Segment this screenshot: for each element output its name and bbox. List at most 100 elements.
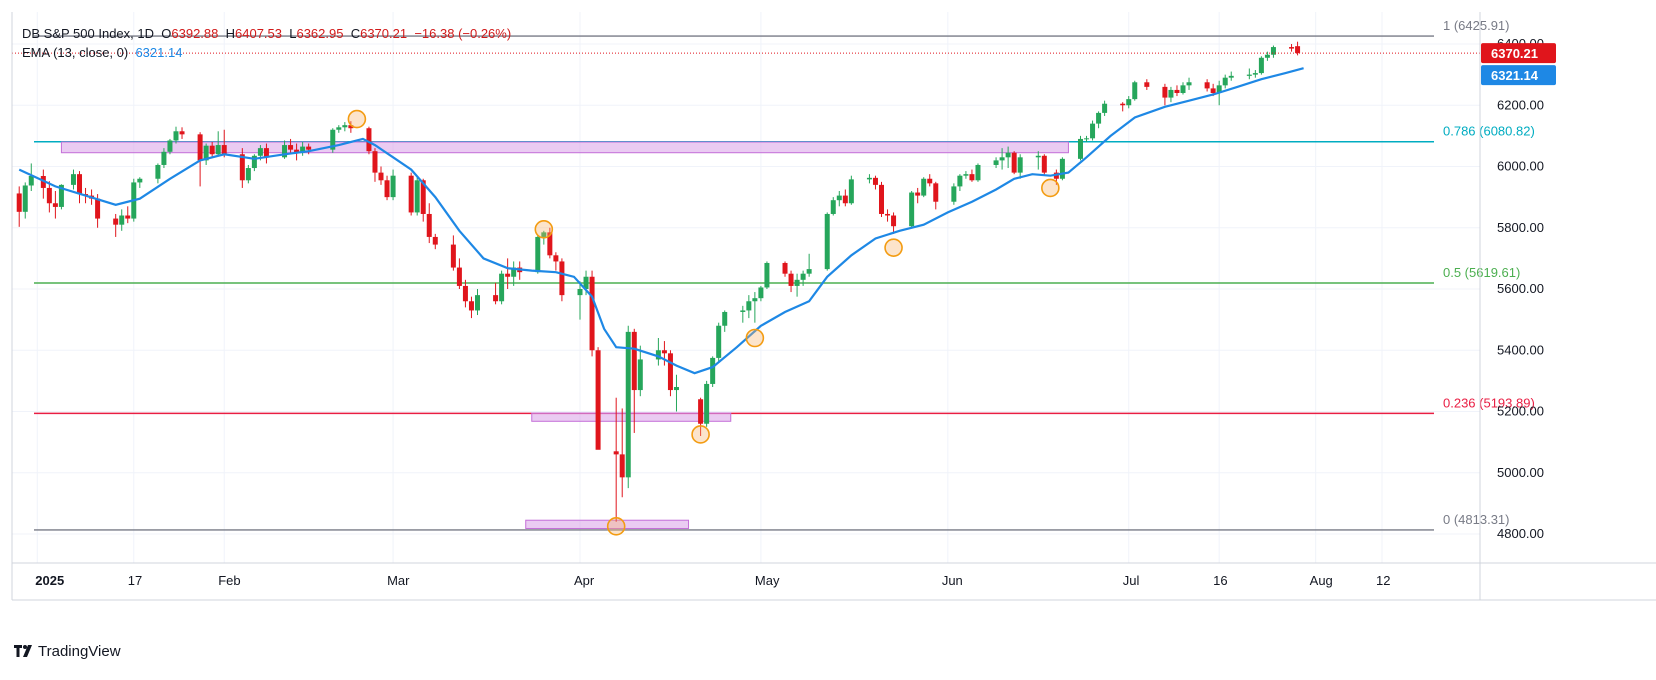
candle-body[interactable] [746,301,752,311]
candle-body[interactable] [957,175,963,187]
candle-body[interactable] [541,232,547,237]
candle-body[interactable] [505,273,511,277]
candle-body[interactable] [215,145,221,155]
candle-body[interactable] [499,273,505,302]
candle-body[interactable] [167,140,173,152]
candle-body[interactable] [589,276,595,351]
candle-body[interactable] [800,273,806,280]
candle-body[interactable] [348,125,354,129]
candle-body[interactable] [1005,152,1011,158]
candle-body[interactable] [257,148,263,156]
candle-body[interactable] [155,164,161,179]
candle-body[interactable] [1186,82,1192,86]
candle-body[interactable] [372,151,378,173]
candle-body[interactable] [891,215,897,227]
candle-body[interactable] [866,177,872,180]
candle-body[interactable] [909,192,915,227]
candle-body[interactable] [722,311,728,326]
candle-body[interactable] [710,357,716,384]
candle-body[interactable] [1011,152,1017,173]
candle-body[interactable] [77,174,83,195]
swing-marker[interactable] [691,425,710,444]
candle-body[interactable] [667,353,673,391]
candle-body[interactable] [1204,82,1210,89]
candle-body[interactable] [547,232,553,256]
candle-body[interactable] [824,213,830,270]
ema-label[interactable]: EMA (13, close, 0) [22,45,129,60]
candle-body[interactable] [975,164,981,181]
candle-body[interactable] [619,454,625,478]
candle-body[interactable] [1228,75,1234,78]
candle-body[interactable] [740,310,746,312]
support-zone[interactable] [531,412,732,422]
candle-body[interactable] [1041,155,1047,173]
candle-body[interactable] [1258,57,1264,74]
candle-body[interactable] [125,215,131,219]
candle-body[interactable] [95,198,101,219]
candle-body[interactable] [474,295,480,311]
candle-body[interactable] [698,399,704,424]
candle-body[interactable] [336,127,342,130]
candle-body[interactable] [1289,47,1295,49]
candle-body[interactable] [625,331,631,478]
candle-body[interactable] [963,174,969,176]
candle-body[interactable] [113,218,119,225]
swing-marker[interactable] [884,238,903,257]
candle-body[interactable] [251,155,257,169]
candle-body[interactable] [559,261,565,296]
candle-body[interactable] [203,145,209,161]
swing-marker[interactable] [1041,178,1060,198]
candle-body[interactable] [553,255,559,262]
candle-body[interactable] [764,262,770,288]
candle-body[interactable] [842,195,848,204]
candle-body[interactable] [885,213,891,216]
candle-body[interactable] [330,129,336,150]
candle-body[interactable] [969,174,975,181]
candle-body[interactable] [52,203,58,207]
candle-body[interactable] [999,157,1005,161]
candle-body[interactable] [951,186,957,202]
symbol-label[interactable]: DB S&P 500 Index, 1D [22,26,155,41]
candle-body[interactable] [306,146,312,150]
candle-body[interactable] [794,279,800,286]
candle-body[interactable] [221,145,227,155]
candle-body[interactable] [70,174,76,185]
candle-body[interactable] [300,146,306,153]
candle-body[interactable] [915,192,921,196]
candle-body[interactable] [179,131,185,135]
candle-body[interactable] [263,148,269,158]
candle-body[interactable] [22,185,28,212]
candle-body[interactable] [1077,138,1083,159]
candle-body[interactable] [426,213,432,237]
candle-body[interactable] [595,350,601,450]
candle-body[interactable] [577,289,583,296]
candle-body[interactable] [245,168,251,181]
candle-body[interactable] [209,145,215,155]
candle-body[interactable] [927,178,933,184]
candle-body[interactable] [1035,155,1041,158]
candle-body[interactable] [58,184,64,207]
candle-body[interactable] [1246,74,1252,76]
candle-body[interactable] [366,128,372,152]
candle-body[interactable] [414,180,420,213]
candle-body[interactable] [282,145,288,158]
candle-body[interactable] [28,175,34,186]
candle-body[interactable] [456,267,462,286]
candle-body[interactable] [1132,82,1138,100]
swing-marker[interactable] [347,109,367,129]
candle-body[interactable] [1059,158,1065,179]
candle-body[interactable] [1090,123,1096,139]
candle-body[interactable] [758,287,764,299]
candle-body[interactable] [119,215,125,225]
candle-body[interactable] [294,149,300,153]
candle-body[interactable] [1295,46,1301,54]
candle-body[interactable] [1180,85,1186,93]
candle-body[interactable] [1252,73,1258,75]
candle-body[interactable] [408,175,414,213]
candle-body[interactable] [782,262,788,274]
candle-body[interactable] [1168,89,1174,98]
candle-body[interactable] [432,236,438,245]
candle-body[interactable] [535,236,541,273]
candle-body[interactable] [752,298,758,302]
